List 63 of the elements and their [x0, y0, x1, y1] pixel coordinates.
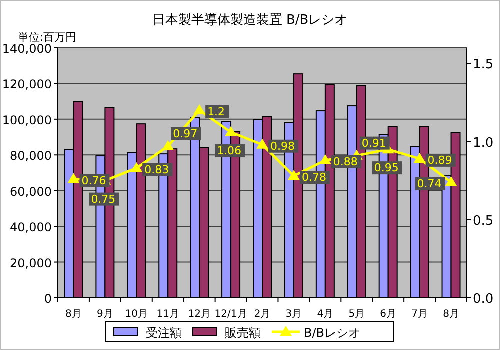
data-label: 0.95 [374, 162, 399, 175]
x-tick-label: 12/1月 [214, 309, 248, 320]
y2-tick-label: 1.0 [473, 136, 494, 151]
point [256, 138, 268, 149]
x-tick-label: 8月 [443, 309, 460, 320]
data-label: 0.78 [302, 171, 326, 184]
y-tick-label: 20,000 [10, 256, 52, 270]
data-label: 0.98 [270, 140, 295, 153]
y-tick-label: 40,000 [10, 220, 52, 235]
point [162, 140, 174, 150]
y2-tick-label: 1.5 [473, 58, 494, 73]
label: 1.2 [206, 106, 230, 118]
label: 0.78 [300, 171, 330, 184]
data-label: 0.75 [91, 192, 116, 206]
x-tick-label: 7月 [412, 309, 428, 320]
label: 1.06 [215, 144, 246, 158]
y2-tick-label: 0.0 [473, 292, 494, 307]
data-label: 0.76 [82, 174, 106, 188]
data-label: 1.06 [217, 144, 242, 158]
x-tick-label: 4月 [317, 309, 334, 320]
label: 0.88 [331, 156, 362, 168]
x-tick-label: 10月 [125, 309, 148, 320]
data-label: 0.89 [428, 154, 452, 167]
data-label: 0.97 [173, 127, 198, 140]
data-label: 0.83 [144, 163, 170, 176]
legend-label: B/Bレシオ [304, 326, 361, 340]
point [68, 173, 80, 184]
label: 0.76 [80, 174, 110, 188]
x-tick-label: 6月 [380, 309, 397, 320]
x-tick-label: 12月 [188, 309, 211, 320]
legend-label: 販売額 [225, 326, 261, 340]
label: 0.97 [171, 127, 202, 140]
y-tick-label: 100,000 [2, 113, 52, 128]
x-tick-label: 2月 [254, 309, 271, 320]
label: 0.75 [89, 192, 120, 206]
y-tick-label: 140,000 [2, 42, 52, 56]
point [445, 176, 458, 186]
point [288, 170, 300, 180]
x-tick-label: 3月 [286, 309, 302, 320]
x-tick-label: 8月 [66, 309, 82, 320]
label: 0.83 [142, 163, 173, 176]
y-tick-label: 0 [44, 292, 52, 306]
label: 0.95 [372, 162, 402, 175]
y2-tick-label: 0.5 [473, 214, 494, 229]
data-label: 0.74 [417, 177, 442, 190]
point [194, 104, 206, 114]
data-label: 0.88 [333, 156, 358, 168]
data-label: 0.91 [362, 136, 386, 150]
point [319, 154, 332, 164]
chart-title: 日本製半導体製造装置 B/Bレシオ [152, 13, 348, 28]
y-tick-label: 60,000 [10, 184, 52, 199]
x-tick-label: 5月 [348, 309, 366, 320]
legend-label: 受注額 [146, 326, 182, 340]
x-tick-label: 9月 [97, 309, 114, 320]
point [414, 152, 426, 163]
y-tick-label: 80,000 [10, 149, 52, 164]
y-axis-title: 単位:百万円 [18, 31, 77, 44]
point [225, 126, 238, 136]
point [130, 162, 143, 172]
data-label: 1.2 [208, 106, 226, 118]
label: 0.98 [268, 140, 298, 153]
x-tick-label: 11月 [156, 309, 180, 320]
y-tick-label: 120,000 [2, 78, 52, 92]
